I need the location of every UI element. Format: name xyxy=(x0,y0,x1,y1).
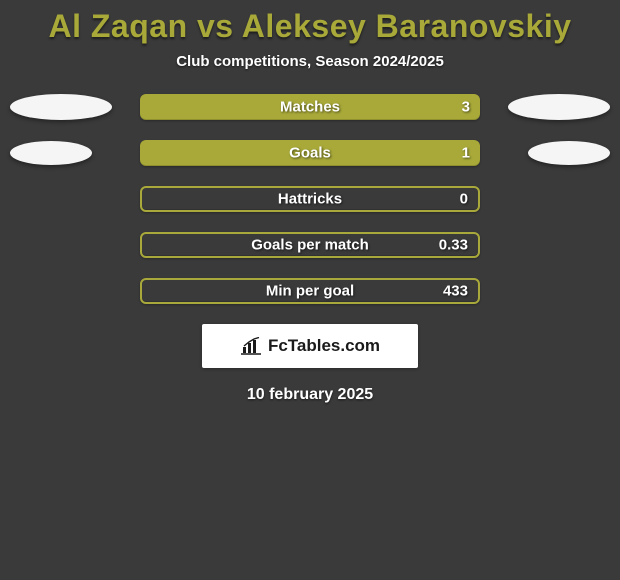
stat-label: Goals per match xyxy=(251,237,369,254)
stat-label: Min per goal xyxy=(266,283,354,300)
stats-list: Matches 3 Goals 1 Hattricks 0 Goals per match 0… xyxy=(0,94,620,304)
stat-bar: Min per goal 433 xyxy=(140,278,480,304)
stat-value: 1 xyxy=(462,145,470,162)
comparison-card: Al Zaqan vs Aleksey Baranovskiy Club com… xyxy=(0,0,620,580)
player-left-marker xyxy=(10,94,112,120)
stat-row: Min per goal 433 xyxy=(0,278,620,304)
player-right-marker xyxy=(508,94,610,120)
player-right-marker xyxy=(528,141,610,165)
stat-value: 433 xyxy=(443,283,468,300)
stat-bar: Hattricks 0 xyxy=(140,186,480,212)
subtitle: Club competitions, Season 2024/2025 xyxy=(0,53,620,70)
brand-text: FcTables.com xyxy=(268,336,380,356)
page-title: Al Zaqan vs Aleksey Baranovskiy xyxy=(0,0,620,45)
stat-label: Hattricks xyxy=(278,191,342,208)
stat-value: 3 xyxy=(462,99,470,116)
stat-row: Hattricks 0 xyxy=(0,186,620,212)
brand-box[interactable]: FcTables.com xyxy=(202,324,418,368)
stat-value: 0 xyxy=(460,191,468,208)
stat-label: Goals xyxy=(289,145,331,162)
stat-bar: Matches 3 xyxy=(140,94,480,120)
stat-bar: Goals 1 xyxy=(140,140,480,166)
brand-inner: FcTables.com xyxy=(240,336,380,356)
bar-chart-icon xyxy=(240,337,262,355)
stat-row: Goals 1 xyxy=(0,140,620,166)
player-left-marker xyxy=(10,141,92,165)
stat-value: 0.33 xyxy=(439,237,468,254)
stat-row: Matches 3 xyxy=(0,94,620,120)
stat-bar: Goals per match 0.33 xyxy=(140,232,480,258)
stat-label: Matches xyxy=(280,99,340,116)
stat-row: Goals per match 0.33 xyxy=(0,232,620,258)
date-text: 10 february 2025 xyxy=(0,386,620,404)
